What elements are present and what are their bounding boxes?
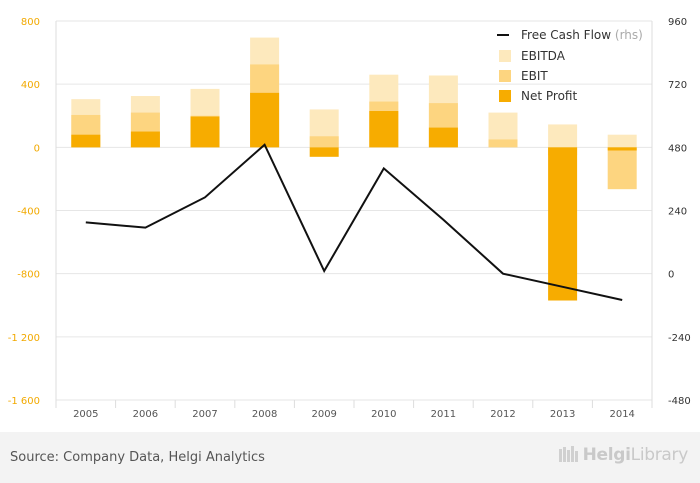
y-left-tick-label: -1 200 bbox=[8, 333, 40, 344]
bar-ebit bbox=[488, 139, 518, 148]
y-left-tick-label: -400 bbox=[17, 207, 40, 218]
y-left-tick-label: 800 bbox=[21, 17, 40, 28]
bar-ebitda bbox=[607, 134, 637, 148]
x-tick-label: 2013 bbox=[550, 409, 575, 420]
bar-net-profit bbox=[607, 147, 637, 151]
footer: Source: Company Data, Helgi Analytics He… bbox=[0, 432, 700, 483]
x-tick-label: 2008 bbox=[252, 409, 277, 420]
x-tick-label: 2012 bbox=[490, 409, 515, 420]
bar-series bbox=[71, 37, 637, 301]
line-series bbox=[85, 143, 623, 301]
bar-ebit bbox=[607, 147, 637, 190]
legend-swatch-ebitda bbox=[499, 50, 511, 62]
logo-text-library: Library bbox=[630, 445, 689, 465]
bar-ebitda bbox=[548, 124, 578, 148]
y-right-tick-label: 480 bbox=[668, 143, 687, 154]
bar-net-profit bbox=[190, 116, 220, 148]
bar-ebit bbox=[309, 136, 339, 148]
bar-net-profit bbox=[130, 131, 160, 148]
y-right-tick-label: 720 bbox=[668, 80, 687, 91]
legend-swatch-ebit bbox=[499, 70, 511, 82]
bar-net-profit bbox=[369, 111, 399, 148]
x-tick-label: 2006 bbox=[133, 409, 158, 420]
y-right-tick-label: 240 bbox=[668, 207, 687, 218]
x-tick-label: 2007 bbox=[192, 409, 217, 420]
bar-net-profit bbox=[548, 147, 578, 301]
y-right-tick-label: 960 bbox=[668, 17, 687, 28]
legend-label-net-profit: Net Profit bbox=[521, 89, 577, 103]
free-cash-flow-line bbox=[85, 143, 623, 301]
bar-net-profit bbox=[250, 92, 280, 148]
bar-net-profit bbox=[71, 134, 101, 148]
legend-swatch-net-profit bbox=[499, 90, 511, 102]
x-tick-label: 2005 bbox=[73, 409, 98, 420]
axes: 800 960 400 720 0 480 -400 240 -800 0 -1 200 -240 -1… bbox=[8, 17, 691, 420]
legend: Free Cash Flow (rhs) EBITDA EBIT Net Profit bbox=[497, 28, 643, 103]
x-tick-label: 2011 bbox=[431, 409, 456, 420]
x-tick-label: 2014 bbox=[609, 409, 634, 420]
y-right-tick-label: -480 bbox=[668, 396, 691, 407]
y-left-tick-label: 400 bbox=[21, 80, 40, 91]
y-left-tick-label: 0 bbox=[34, 143, 40, 154]
legend-label-suffix: (rhs) bbox=[615, 28, 643, 42]
y-right-tick-label: 0 bbox=[668, 270, 674, 281]
bar-net-profit bbox=[428, 127, 458, 148]
legend-label-text: Free Cash Flow bbox=[521, 28, 615, 42]
y-left-tick-label: -1 600 bbox=[8, 396, 40, 407]
x-tick-label: 2009 bbox=[311, 409, 336, 420]
y-right-tick-label: -240 bbox=[668, 333, 691, 344]
source-note: Source: Company Data, Helgi Analytics bbox=[10, 450, 265, 465]
legend-label-ebitda: EBITDA bbox=[521, 49, 566, 63]
library-books-icon bbox=[558, 446, 578, 462]
x-tick-label: 2010 bbox=[371, 409, 396, 420]
bar-net-profit bbox=[309, 147, 339, 157]
legend-label-free-cash-flow: Free Cash Flow (rhs) bbox=[521, 28, 643, 42]
y-left-tick-label: -800 bbox=[17, 270, 40, 281]
helgi-library-logo[interactable]: HelgiLibrary bbox=[558, 445, 688, 465]
logo-text-helgi: Helgi bbox=[582, 445, 631, 465]
legend-label-ebit: EBIT bbox=[521, 69, 548, 83]
chart-canvas: 800 960 400 720 0 480 -400 240 -800 0 -1 200 -240 -1… bbox=[8, 17, 691, 420]
